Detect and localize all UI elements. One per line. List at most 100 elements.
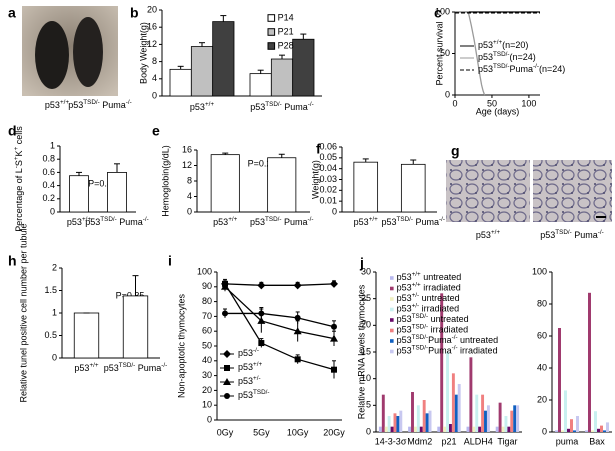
x-tick-label-part: TSD/- [397,216,413,223]
marker [330,334,338,342]
y-axis-label-part: S [14,160,24,166]
bar [469,357,473,432]
legend-label: p53TSD/- irradiated [397,324,469,335]
bar [212,21,235,97]
marker [258,340,265,347]
legend-label-part: p53 [397,325,412,335]
x-tick-label: 50 [487,98,497,108]
bar [408,426,412,432]
legend-swatch [267,42,276,50]
y-tick-label: 8 [187,175,192,185]
y-tick-label: 0 [445,89,450,99]
x-tick-label-part: p53 [67,217,82,227]
x-tick-label-part: -/- [143,216,149,223]
y-tick-label: 16 [147,22,157,32]
y-tick-label: 0 [50,206,55,216]
legend-swatch [390,328,394,333]
legend-label-part: p53 [397,283,412,293]
photo-tissue-right [533,160,612,222]
legend-swatch [390,318,394,322]
y-tick-label: 0 [542,426,547,436]
legend-label-part: (n=20) [502,40,528,50]
y-tick-label: 0 [332,206,337,216]
y-axis-label-part: + [13,146,20,150]
bar [454,394,458,432]
legend-label-part: +/+ [412,282,421,289]
legend-label: p53+/+ untreated [397,271,462,282]
y-tick-label: 10 [202,400,212,410]
x-tick-label: p53TSD/- Puma-/- [250,216,313,227]
legend-label: p53TSD/- [238,389,269,400]
x-tick-label: puma [556,436,579,446]
photo-caption-part: +/+ [491,229,500,236]
legend-label: p53+/- irradiated [397,303,460,314]
bar [440,293,444,432]
bar [437,426,441,432]
legend-label-part: irradiated [458,346,498,356]
legend-label-part: Puma [509,64,533,74]
legend-label-part: p53 [238,348,253,358]
bar [396,416,400,432]
y-tick-label: 4 [187,191,192,201]
x-tick-label-part: p53 [250,102,265,112]
photo-caption-part: TSD/- [83,99,99,106]
bar [516,405,520,432]
photo-caption-part: TSD/- [555,229,571,236]
bar [603,430,606,432]
y-tick-label: 16 [182,144,192,154]
x-tick-label: 14-3-3σ [375,436,407,446]
bar [588,292,591,432]
mouse-left [35,21,69,89]
x-tick-label-part: p53 [190,102,205,112]
legend-label-part: p53 [397,335,412,345]
legend-label-part: irradiated [419,304,459,314]
p-value: P=0.35 [116,290,145,300]
legend-label-part: TSD/- [412,324,428,331]
y-axis-label-part: Percentage of L [14,168,24,232]
legend-label: P28 [278,40,294,50]
y-axis-label: Percent survival [434,21,444,85]
y-tick-label: 20 [147,4,157,14]
y-tick-label: 60 [537,330,547,340]
bar [570,419,573,432]
bar [411,392,414,432]
legend-label-part: irradiated [421,283,461,293]
photo-caption-part: +/+ [60,99,69,106]
photo-caption: p53TSD/- Puma-/- [540,229,603,240]
y-tick-label: 20 [537,394,547,404]
x-tick-label-part: p53 [382,217,397,227]
x-tick-label-part: -/- [439,216,445,223]
legend-label-part: -/- [533,63,539,70]
bar [573,430,576,432]
x-tick-label-part: p53 [354,217,369,227]
panel-letter: b [130,5,139,21]
panel-letter: i [168,253,172,269]
y-tick-label: 0 [207,414,212,424]
y-tick-label: 80 [202,296,212,306]
bar [107,171,127,213]
x-tick-label: p53TSD/- Puma-/- [250,101,313,112]
legend-label-part: +/- [253,375,261,382]
marker [257,316,266,324]
bar [484,410,487,432]
y-tick-label: 1 [50,140,55,150]
legend-label-part: TSD/- [412,334,428,341]
y-tick-label: 60 [202,326,212,336]
x-tick-label: Tigar [497,436,517,446]
y-tick-label: 70 [202,311,212,321]
x-tick-label-part: +/+ [369,216,378,223]
bar [270,58,294,97]
x-tick-label-part: TSD/- [265,101,281,108]
marker [294,356,301,363]
bar [446,352,449,432]
bar [561,430,564,432]
bar [567,428,570,432]
bar [481,394,485,432]
y-tick-label: 100 [532,266,547,276]
y-tick-label: 20 [361,320,371,330]
marker [330,279,338,288]
y-tick-label: 0.04 [319,163,337,173]
y-axis-label-part: K [14,150,24,156]
x-tick-label-part: p53 [74,363,89,373]
y-tick-label: 0.03 [319,174,337,184]
